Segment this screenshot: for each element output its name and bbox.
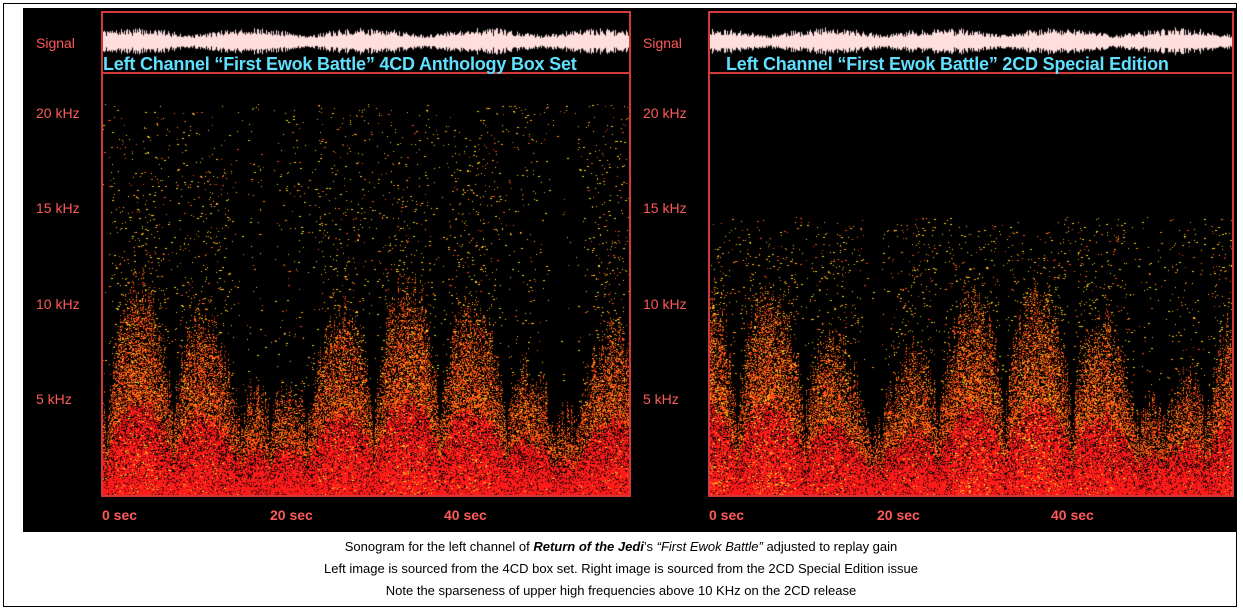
x-tick-label: 20 sec xyxy=(877,507,920,523)
caption-prefix: Sonogram for the left channel of xyxy=(344,539,534,554)
sonogram-panel-right: Signal Left Channel “First Ewok Battle” … xyxy=(630,8,1237,532)
signal-separator xyxy=(101,72,631,74)
signal-label: Signal xyxy=(643,35,682,51)
signal-label: Signal xyxy=(36,35,75,51)
caption-track: “First Ewok Battle” xyxy=(656,539,763,554)
signal-separator xyxy=(708,72,1234,74)
signal-waveform xyxy=(710,22,1232,62)
caption-album: Return of the Jedi xyxy=(533,539,644,554)
y-tick-label: 5 kHz xyxy=(36,391,72,407)
plot-frame xyxy=(101,11,631,497)
x-tick-label: 0 sec xyxy=(102,507,138,523)
caption-line-1: Sonogram for the left channel of Return … xyxy=(4,539,1238,554)
x-tick-label: 20 sec xyxy=(270,507,313,523)
x-tick-label: 40 sec xyxy=(444,507,487,523)
x-tick-label: 0 sec xyxy=(709,507,745,523)
plot-frame xyxy=(708,11,1234,497)
sonogram-panel-left: Signal Left Channel “First Ewok Battle” … xyxy=(23,8,631,532)
figure-frame: Signal Left Channel “First Ewok Battle” … xyxy=(3,3,1237,607)
caption-line-3: Note the sparseness of upper high freque… xyxy=(385,583,857,598)
panel-title: Left Channel “First Ewok Battle” 4CD Ant… xyxy=(103,54,577,74)
y-tick-label: 10 kHz xyxy=(36,296,80,312)
caption-line-2: Left image is sourced from the 4CD box s… xyxy=(324,561,918,576)
y-tick-label: 20 kHz xyxy=(643,105,687,121)
caption-suffix: adjusted to replay gain xyxy=(762,539,898,554)
panel-title: Left Channel “First Ewok Battle” 2CD Spe… xyxy=(726,54,1169,74)
y-tick-label: 5 kHz xyxy=(643,391,679,407)
spectrogram xyxy=(710,75,1232,495)
y-tick-label: 15 kHz xyxy=(643,200,687,216)
x-tick-label: 40 sec xyxy=(1051,507,1094,523)
caption-possessive: ’s xyxy=(643,539,657,554)
signal-waveform xyxy=(103,22,629,62)
sonogram-figure: Signal Left Channel “First Ewok Battle” … xyxy=(23,8,1237,532)
y-tick-label: 10 kHz xyxy=(643,296,687,312)
y-tick-label: 15 kHz xyxy=(36,200,80,216)
spectrogram xyxy=(103,75,629,495)
y-tick-label: 20 kHz xyxy=(36,105,80,121)
